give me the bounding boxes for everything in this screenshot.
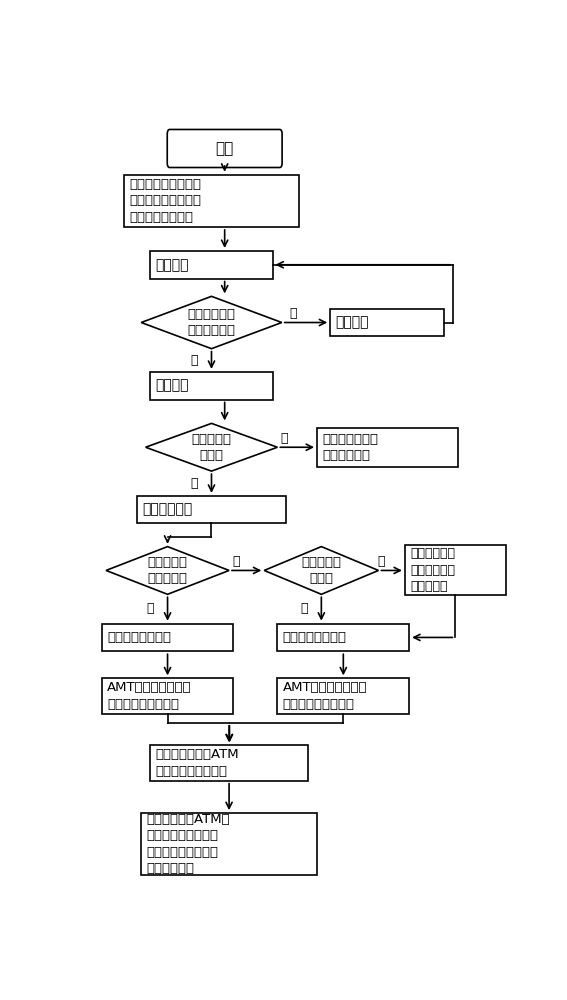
Text: 是: 是 xyxy=(289,307,297,320)
Text: 自由模式进到空挡: 自由模式进到空挡 xyxy=(283,631,346,644)
Text: 是: 是 xyxy=(300,602,307,615)
Text: 是: 是 xyxy=(146,602,154,615)
FancyBboxPatch shape xyxy=(405,545,506,595)
Text: 检测换挡信号: 检测换挡信号 xyxy=(142,503,192,517)
Text: 自由模式进到空挡: 自由模式进到空挡 xyxy=(107,631,171,644)
Text: 过流累计时间
是否大于阈值: 过流累计时间 是否大于阈值 xyxy=(188,308,235,337)
FancyBboxPatch shape xyxy=(101,624,234,651)
FancyBboxPatch shape xyxy=(317,428,458,467)
Text: 记下当前换挡电
机转动的圈数: 记下当前换挡电 机转动的圈数 xyxy=(322,433,378,462)
FancyBboxPatch shape xyxy=(167,129,282,168)
FancyBboxPatch shape xyxy=(150,251,273,279)
Polygon shape xyxy=(264,547,378,594)
FancyBboxPatch shape xyxy=(137,496,286,523)
FancyBboxPatch shape xyxy=(141,813,317,875)
FancyBboxPatch shape xyxy=(277,624,409,651)
Text: 进档结束后，ATM控
制输出的转把渐进到
实际转把后，切换到
实际转把控制: 进档结束后，ATM控 制输出的转把渐进到 实际转把后，切换到 实际转把控制 xyxy=(146,813,230,875)
Text: 是: 是 xyxy=(280,432,287,445)
FancyBboxPatch shape xyxy=(150,372,273,400)
Text: AMT控制主驱动电机
降速至目标转速区间: AMT控制主驱动电机 降速至目标转速区间 xyxy=(107,681,192,711)
Text: 开始: 开始 xyxy=(215,141,234,156)
Text: 电流监测: 电流监测 xyxy=(155,258,189,272)
Text: 电压是否低
于阈值: 电压是否低 于阈值 xyxy=(192,433,231,462)
Text: 否: 否 xyxy=(190,354,198,367)
Text: AMT控制主驱动电机
升速至目标转速区间: AMT控制主驱动电机 升速至目标转速区间 xyxy=(283,681,367,711)
Text: 否: 否 xyxy=(190,477,198,490)
FancyBboxPatch shape xyxy=(150,745,308,781)
FancyBboxPatch shape xyxy=(330,309,445,336)
Polygon shape xyxy=(146,423,277,471)
FancyBboxPatch shape xyxy=(124,175,299,227)
Text: 车速是否小
于阈值: 车速是否小 于阈值 xyxy=(301,556,341,585)
FancyBboxPatch shape xyxy=(277,678,409,714)
Text: 否: 否 xyxy=(377,555,384,568)
Text: 电流监测: 电流监测 xyxy=(336,316,369,330)
Polygon shape xyxy=(106,547,229,594)
Text: 自由模式进档、ATM
控制主驱动电机转把: 自由模式进档、ATM 控制主驱动电机转把 xyxy=(155,748,239,778)
Text: 否: 否 xyxy=(232,555,239,568)
FancyBboxPatch shape xyxy=(101,678,234,714)
Text: 上电后，系统检测换
挡电机圈数，并驱动
拨叉进入当前档位: 上电后，系统检测换 挡电机圈数，并驱动 拨叉进入当前档位 xyxy=(129,178,201,224)
Text: 是否是从低
档换到高档: 是否是从低 档换到高档 xyxy=(147,556,188,585)
Text: 电压监测: 电压监测 xyxy=(155,379,189,393)
Text: 等待至车速小
于阈值，此时
动力不中断: 等待至车速小 于阈值，此时 动力不中断 xyxy=(410,547,455,593)
Polygon shape xyxy=(141,296,282,349)
